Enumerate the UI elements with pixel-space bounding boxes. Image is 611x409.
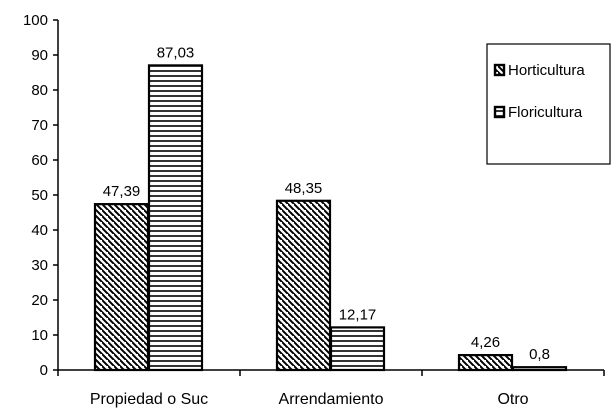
data-label: 0,8	[529, 346, 550, 363]
y-tick-label: 70	[31, 117, 48, 134]
x-category-label: Propiedad o Suc	[90, 391, 208, 408]
y-tick-label: 60	[31, 152, 48, 169]
y-tick-label: 0	[40, 362, 48, 379]
bar-floricultura-1	[329, 326, 386, 372]
legend-swatch-horticultura	[493, 63, 506, 77]
y-tick-label: 90	[31, 47, 48, 64]
legend-box	[486, 43, 611, 165]
legend: Horticultura Floricultura	[486, 43, 611, 165]
bar-floricultura-0	[147, 64, 204, 372]
legend-label-horticultura: Horticultura	[508, 62, 585, 79]
y-tick-label: 80	[31, 82, 48, 99]
bars	[93, 64, 568, 372]
bar-horticultura-1	[275, 199, 332, 372]
x-category-label: Otro	[497, 391, 528, 408]
y-tick-label: 30	[31, 257, 48, 274]
y-tick-label: 20	[31, 292, 48, 309]
data-label: 87,03	[157, 44, 195, 61]
data-labels: 47,39 87,03 48,35 12,17 4,26 0,8	[103, 44, 550, 363]
data-label: 48,35	[285, 180, 323, 197]
y-tick-label: 100	[23, 12, 48, 29]
data-label: 12,17	[339, 306, 377, 323]
bar-horticultura-2	[457, 353, 514, 372]
y-tick-label: 40	[31, 222, 48, 239]
y-tick-label: 10	[31, 327, 48, 344]
x-category-label: Arrendamiento	[279, 391, 384, 408]
bar-floricultura-2	[511, 366, 568, 372]
legend-swatch-floricultura	[493, 105, 506, 119]
legend-label-floricultura: Floricultura	[508, 104, 583, 121]
data-label: 47,39	[103, 183, 141, 200]
y-tick-label: 50	[31, 187, 48, 204]
data-label: 4,26	[471, 334, 500, 351]
bar-horticultura-0	[93, 203, 150, 372]
axes: 0 10 20 30 40 50 60 70 80 90 100 Propiedad o Suc Arr…	[23, 12, 605, 408]
